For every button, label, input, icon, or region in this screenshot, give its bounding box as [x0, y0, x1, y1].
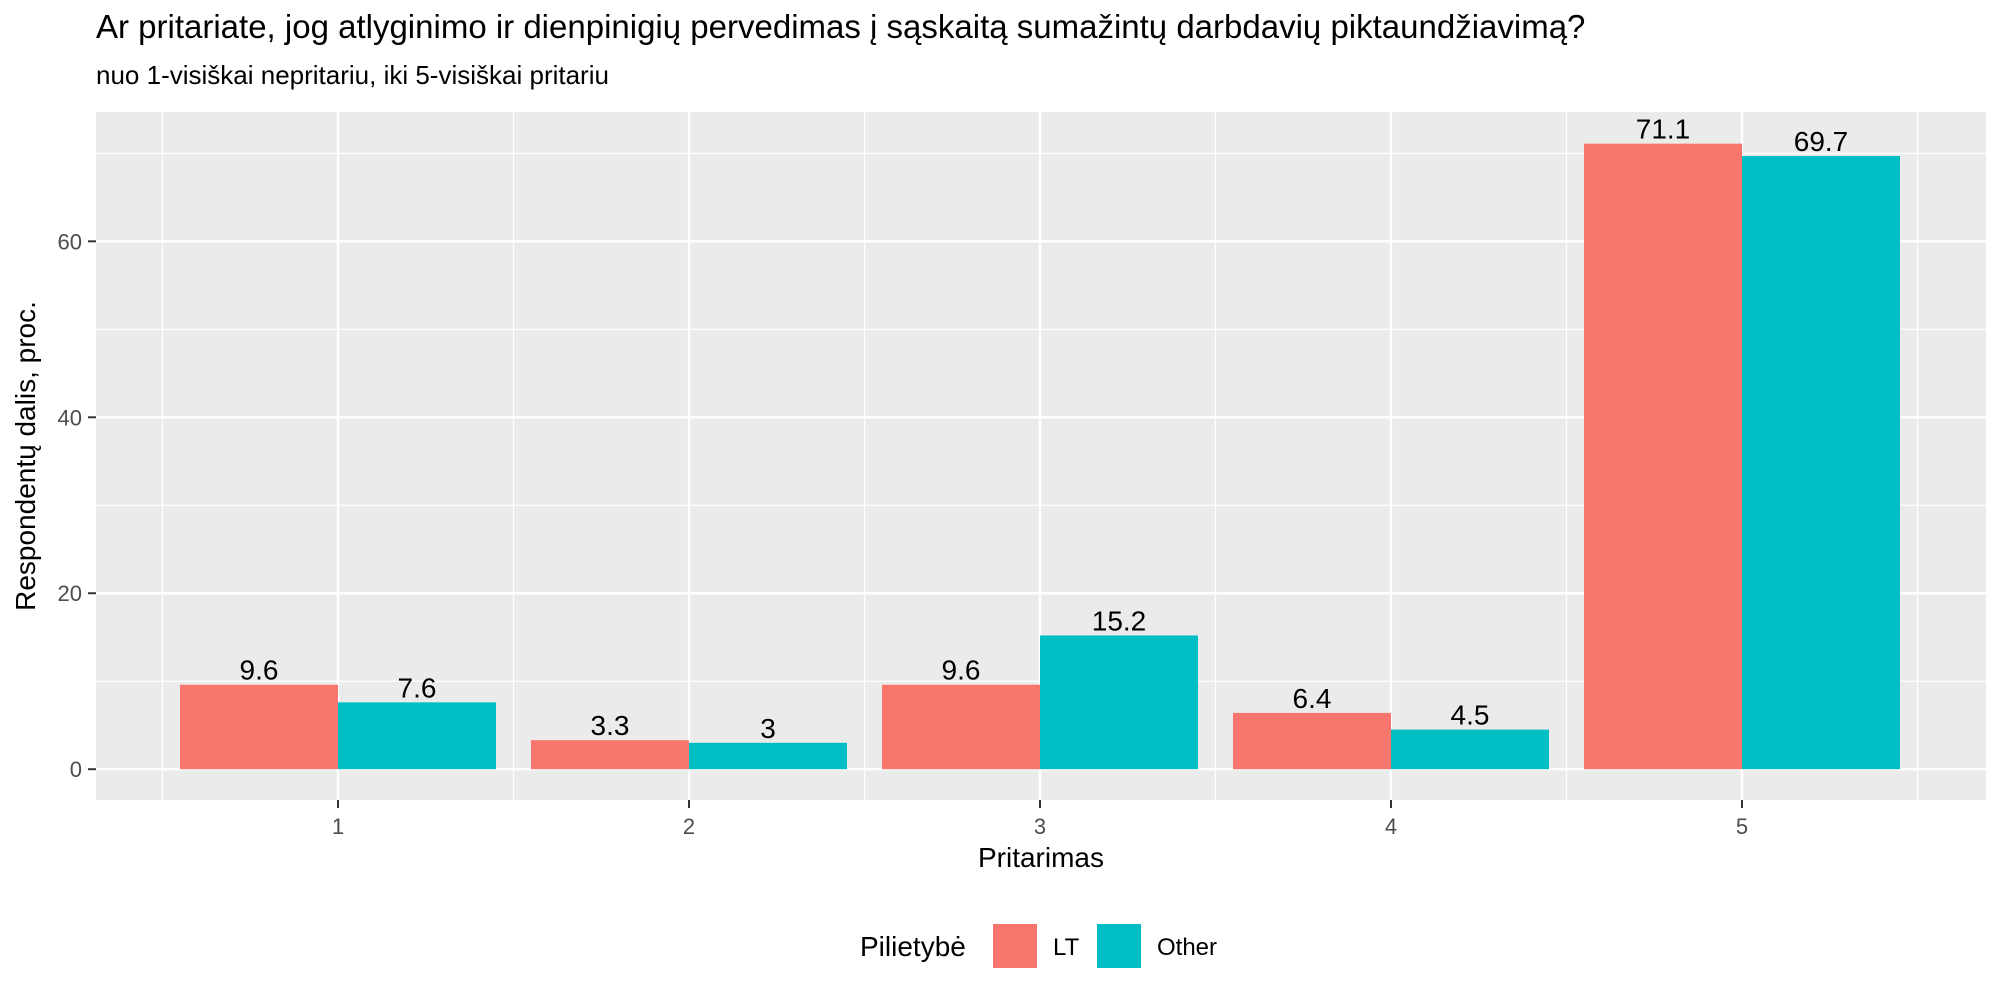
bar-label: 71.1 [1636, 114, 1691, 145]
bars [180, 143, 1900, 770]
legend-label-other: Other [1157, 934, 1217, 961]
x-tick-label: 4 [1385, 814, 1397, 839]
x-tick-label: 5 [1736, 814, 1748, 839]
legend: Pilietybė LT Other [860, 924, 1217, 968]
y-tick-label: 40 [58, 405, 82, 430]
bar-label: 6.4 [1293, 683, 1332, 714]
legend-title: Pilietybė [860, 931, 966, 962]
bar-label: 69.7 [1794, 126, 1849, 157]
bar-lt-3 [882, 684, 1040, 770]
x-axis: 1 2 3 4 5 [332, 800, 1748, 839]
legend-label-lt: LT [1053, 934, 1080, 961]
bar-label: 4.5 [1451, 700, 1490, 731]
bar-other-4 [1391, 729, 1549, 770]
bar-labels: 9.6 3.3 9.6 6.4 71.1 7.6 3 15.2 4.5 69.7 [240, 114, 1849, 744]
y-tick-label: 0 [70, 757, 82, 782]
y-tick-label: 60 [58, 229, 82, 254]
x-tick-label: 3 [1034, 814, 1046, 839]
y-axis-title: Respondentų dalis, proc. [10, 301, 41, 611]
bar-label: 9.6 [942, 655, 981, 686]
chart-title: Ar pritariate, jog atlyginimo ir dienpin… [96, 8, 1586, 45]
bar-label: 15.2 [1092, 605, 1147, 636]
bar-other-2 [689, 742, 847, 770]
bar-lt-1 [180, 684, 338, 770]
chart-subtitle: nuo 1-visiškai nepritariu, iki 5-visiška… [96, 60, 609, 90]
y-axis: 0 20 40 60 [58, 229, 96, 782]
y-tick-label: 20 [58, 581, 82, 606]
bar-other-1 [338, 702, 496, 770]
bar-label: 7.6 [398, 672, 437, 703]
bar-label: 3 [760, 713, 776, 744]
bar-lt-2 [531, 740, 689, 770]
legend-key-other [1097, 924, 1141, 968]
bar-label: 9.6 [240, 655, 279, 686]
x-tick-label: 2 [683, 814, 695, 839]
x-axis-title: Pritarimas [978, 842, 1104, 873]
bar-lt-5 [1584, 143, 1742, 770]
x-tick-label: 1 [332, 814, 344, 839]
bar-other-5 [1742, 155, 1900, 770]
bar-other-3 [1040, 635, 1198, 770]
bar-label: 3.3 [591, 710, 630, 741]
legend-key-lt [993, 924, 1037, 968]
bar-lt-4 [1233, 712, 1391, 770]
